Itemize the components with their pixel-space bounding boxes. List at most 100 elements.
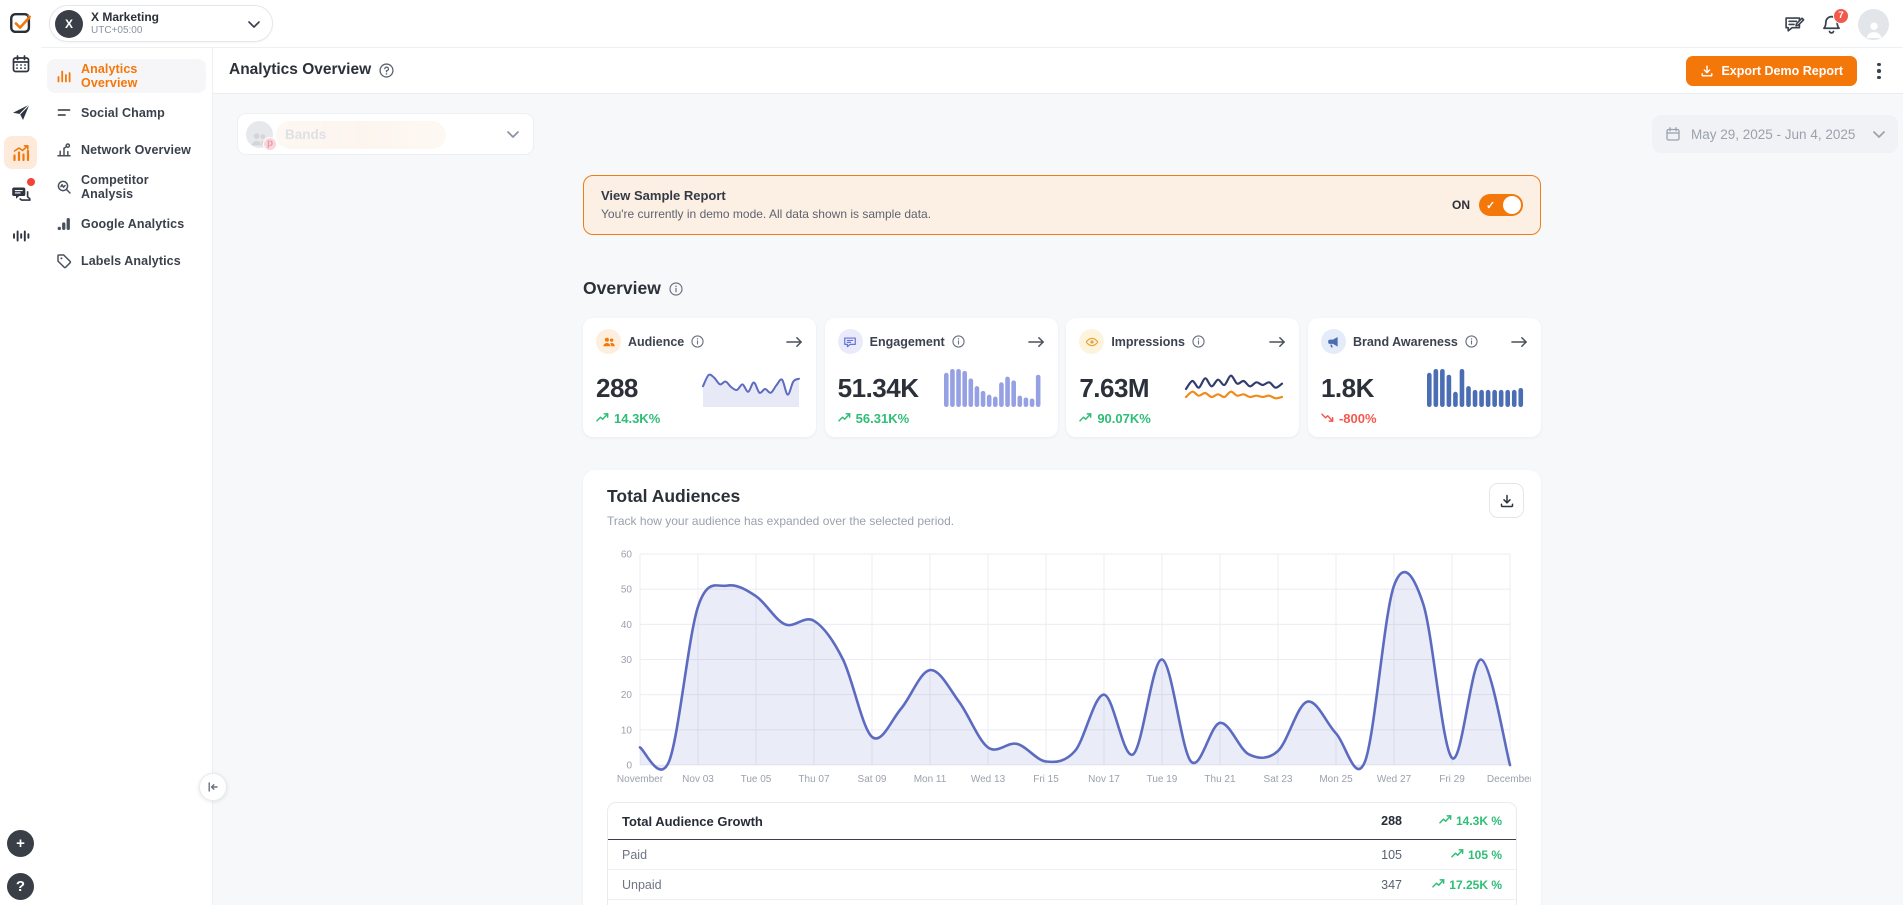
banner-title: View Sample Report: [601, 187, 726, 203]
analytics-icon[interactable]: [4, 136, 37, 169]
help-icon[interactable]: [379, 62, 394, 78]
row-value: 347: [1381, 877, 1402, 892]
kebab-menu-icon[interactable]: [1869, 60, 1889, 82]
table-row-paid[interactable]: Paid 105 105 %: [608, 840, 1516, 870]
sidebar-item-analytics-overview[interactable]: Analytics Overview: [47, 59, 206, 93]
workspace-selector[interactable]: X X Marketing UTC+05:00: [49, 5, 273, 42]
card-audience[interactable]: Audience 288 14.3K%: [583, 318, 816, 437]
calendar-icon[interactable]: [4, 47, 37, 80]
info-icon[interactable]: [1192, 335, 1205, 348]
check-icon: ✓: [1486, 199, 1496, 212]
overview-cards: Audience 288 14.3K% Engagement: [583, 318, 1541, 437]
arrow-right-icon[interactable]: [1511, 336, 1528, 348]
card-icon: [1079, 329, 1105, 354]
sidebar-item-competitor-analysis[interactable]: Competitor Analysis: [47, 170, 206, 204]
help-icon[interactable]: ?: [7, 873, 34, 900]
sidebar-item-label: Competitor Analysis: [81, 173, 149, 201]
card-icon: [837, 329, 863, 354]
sidebar-item-network-overview[interactable]: Network Overview: [47, 133, 206, 167]
banner-subtitle: You're currently in demo mode. All data …: [601, 206, 932, 221]
download-chart-button[interactable]: [1489, 483, 1524, 518]
sidebar-item-icon: [56, 179, 72, 195]
chevron-down-icon: [1873, 125, 1885, 143]
card-impressions[interactable]: Impressions 7.63M 90.07K%: [1066, 318, 1300, 437]
app-logo[interactable]: [4, 6, 37, 39]
icon-rail: + ?: [0, 0, 41, 905]
card-label: Audience: [628, 334, 685, 349]
sidebar-item-icon: [56, 216, 72, 232]
table-row-lost[interactable]: Lost 59 -5.9K %: [608, 900, 1516, 905]
card-sparkline: [702, 373, 800, 407]
notification-dot: [27, 178, 35, 186]
export-button-label: Export Demo Report: [1721, 64, 1843, 78]
bell-icon[interactable]: 7: [1821, 7, 1849, 35]
svg-text:Tue 19: Tue 19: [1147, 774, 1178, 785]
pinterest-badge-icon: p: [263, 136, 277, 151]
table-row-total-audience-growth[interactable]: Total Audience Growth 288 14.3K %: [608, 803, 1516, 840]
chevron-down-icon: [507, 125, 519, 143]
card-label: Brand Awareness: [1352, 334, 1458, 349]
sidebar-item-google-analytics[interactable]: Google Analytics: [47, 207, 206, 241]
sidebar-item-social-champ[interactable]: Social Champ: [47, 96, 206, 130]
sample-report-toggle[interactable]: ✓: [1479, 194, 1523, 216]
arrow-right-icon[interactable]: [1027, 336, 1045, 348]
card-label: Impressions: [1111, 334, 1185, 349]
workspace-name: X Marketing: [91, 9, 160, 24]
brands-select[interactable]: p Bands: [237, 113, 534, 155]
loading-skeleton: [276, 121, 446, 149]
add-icon[interactable]: +: [7, 830, 34, 857]
svg-text:Wed 27: Wed 27: [1377, 774, 1412, 785]
avatar[interactable]: [1858, 8, 1889, 40]
svg-text:December: December: [1487, 774, 1531, 785]
svg-text:Mon 25: Mon 25: [1319, 774, 1353, 785]
audience-growth-table: Total Audience Growth 288 14.3K % Paid 1…: [607, 802, 1517, 905]
info-icon[interactable]: [669, 281, 683, 296]
trend-icon: [1321, 411, 1334, 426]
page-title: Analytics Overview: [229, 61, 372, 78]
svg-text:November: November: [617, 774, 664, 785]
svg-text:60: 60: [621, 550, 633, 561]
sidebar-item-labels-analytics[interactable]: Labels Analytics: [47, 244, 206, 278]
export-demo-report-button[interactable]: Export Demo Report: [1686, 56, 1857, 86]
page-header: Analytics Overview Export Demo Report: [213, 48, 1903, 94]
arrow-right-icon[interactable]: [786, 336, 803, 348]
card-change: 56.31K%: [837, 411, 1045, 426]
info-icon[interactable]: [1465, 335, 1478, 348]
svg-text:20: 20: [621, 690, 633, 701]
card-value: 1.8K: [1320, 372, 1374, 403]
card-engagement[interactable]: Engagement 51.34K 56.31K%: [824, 318, 1058, 437]
publish-icon[interactable]: [4, 95, 37, 128]
row-change: 17.25K %: [1402, 878, 1502, 892]
table-row-unpaid[interactable]: Unpaid 347 17.25K %: [608, 870, 1516, 900]
svg-text:Sat 23: Sat 23: [1264, 774, 1293, 785]
trend-icon: [1439, 814, 1452, 828]
card-icon: [1320, 329, 1346, 354]
card-sparkline: [943, 369, 1041, 407]
workspace-timezone: UTC+05:00: [91, 24, 143, 36]
info-icon[interactable]: [952, 335, 965, 348]
arrow-right-icon[interactable]: [1269, 336, 1286, 348]
sidebar-collapse-button[interactable]: [199, 773, 227, 801]
date-range-picker[interactable]: May 29, 2025 - Jun 4, 2025: [1652, 115, 1898, 153]
sidebar: Analytics Overview Social Champ Network …: [41, 48, 213, 905]
card-value: 7.63M: [1079, 372, 1150, 403]
engage-icon[interactable]: [4, 177, 37, 210]
row-value: 288: [1381, 814, 1402, 828]
sample-report-banner: View Sample Report You're currently in d…: [583, 175, 1541, 235]
total-audiences-panel: Total Audiences Track how your audience …: [583, 470, 1541, 905]
info-icon[interactable]: [691, 335, 704, 348]
total-audiences-chart[interactable]: 0 10 20 30 40 50 60 November Nov 03 Tue 05 Thu 07 S…: [593, 542, 1531, 792]
sidebar-item-label: Analytics Overview: [81, 62, 138, 90]
svg-text:Thu 07: Thu 07: [798, 774, 830, 785]
svg-text:Tue 05: Tue 05: [741, 774, 772, 785]
svg-text:10: 10: [621, 725, 633, 736]
svg-text:Wed 13: Wed 13: [971, 774, 1006, 785]
feedback-icon[interactable]: [1784, 14, 1805, 35]
sidebar-item-icon: [56, 68, 72, 84]
card-sparkline: [1426, 369, 1524, 407]
card-brand-awareness[interactable]: Brand Awareness 1.8K -800%: [1307, 318, 1541, 437]
panel-title: Total Audiences: [607, 486, 741, 506]
influencers-icon[interactable]: [4, 219, 37, 252]
sidebar-item-label: Google Analytics: [81, 217, 185, 231]
panel-subtitle: Track how your audience has expanded ove…: [607, 514, 955, 528]
